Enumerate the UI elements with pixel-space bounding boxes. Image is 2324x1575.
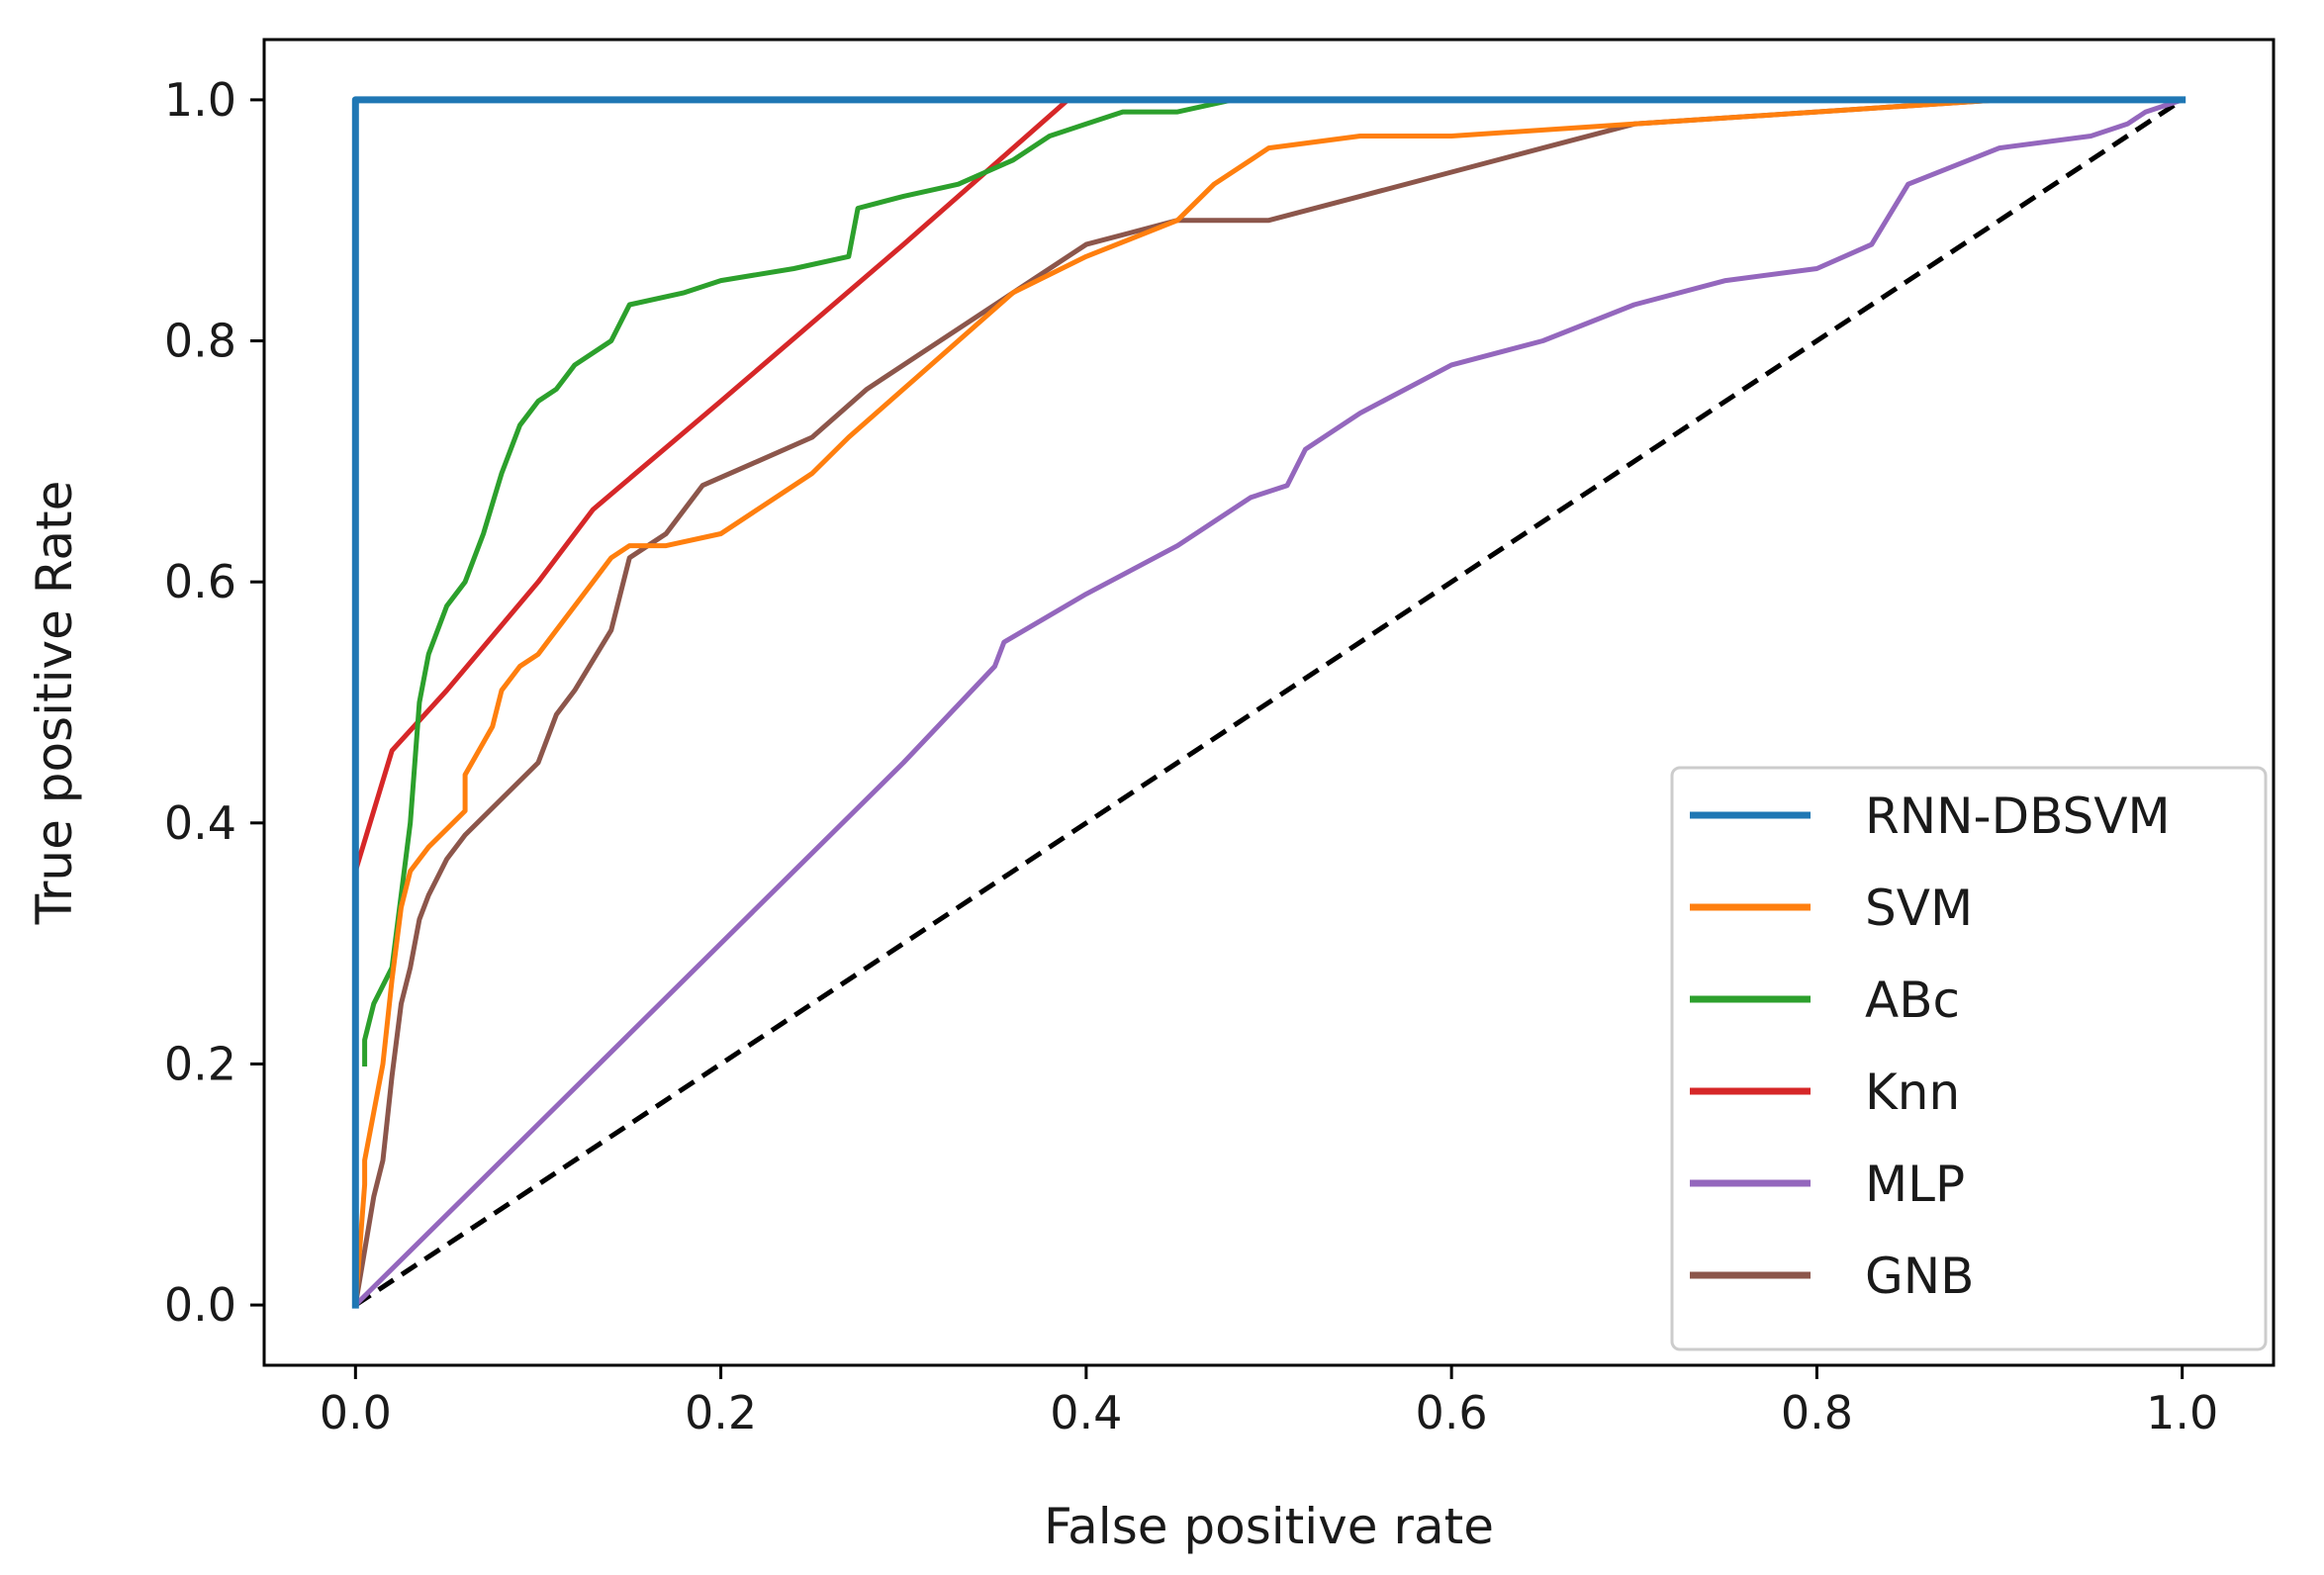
series-line-mlp	[351, 96, 2185, 1309]
series-line-gnb	[352, 97, 2185, 1308]
y-tick-label: 0.6	[164, 555, 236, 608]
series-line-svm	[352, 97, 2185, 1308]
y-tick-label: 0.8	[164, 315, 236, 368]
axes-frame	[262, 38, 2276, 1367]
y-axis-label: True positive Rate	[26, 481, 83, 926]
legend-box	[1670, 766, 2268, 1351]
legend-label-mlp: MLP	[1865, 1156, 1965, 1213]
x-tick-label: 0.4	[1050, 1386, 1122, 1439]
legend: RNN-DBSVM SVM ABc Knn MLP GNB	[1670, 766, 2268, 1351]
x-axis-label: False positive rate	[1044, 1498, 1494, 1555]
series-line-abc	[362, 97, 2185, 1066]
diagonal-reference-line	[353, 97, 2185, 1308]
axes: 0.0 0.2 0.4 0.6 0.8 1.0 0.0 0.2 0.4 0.6 0.8 1.0	[164, 38, 2276, 1439]
legend-label-gnb: GNB	[1865, 1248, 1974, 1305]
x-tick-label: 0.6	[1416, 1386, 1488, 1439]
plot-area	[351, 96, 2186, 1309]
legend-label-rnn-dbsvm: RNN-DBSVM	[1865, 788, 2171, 845]
y-tick-label: 0.4	[164, 796, 236, 850]
x-tick-label: 0.8	[1781, 1386, 1853, 1439]
y-tick-label: 0.2	[164, 1037, 236, 1090]
x-tick-label: 1.0	[2146, 1386, 2218, 1439]
legend-label-svm: SVM	[1865, 880, 1973, 937]
x-tick-label: 0.2	[685, 1386, 757, 1439]
series-line-rnn-dbsvm	[351, 96, 2186, 1309]
legend-label-knn: Knn	[1865, 1064, 1960, 1121]
y-tick-label: 1.0	[164, 73, 236, 127]
y-tick-label: 0.0	[164, 1278, 236, 1332]
x-tick-label: 0.0	[320, 1386, 392, 1439]
legend-label-abc: ABc	[1865, 972, 1960, 1029]
